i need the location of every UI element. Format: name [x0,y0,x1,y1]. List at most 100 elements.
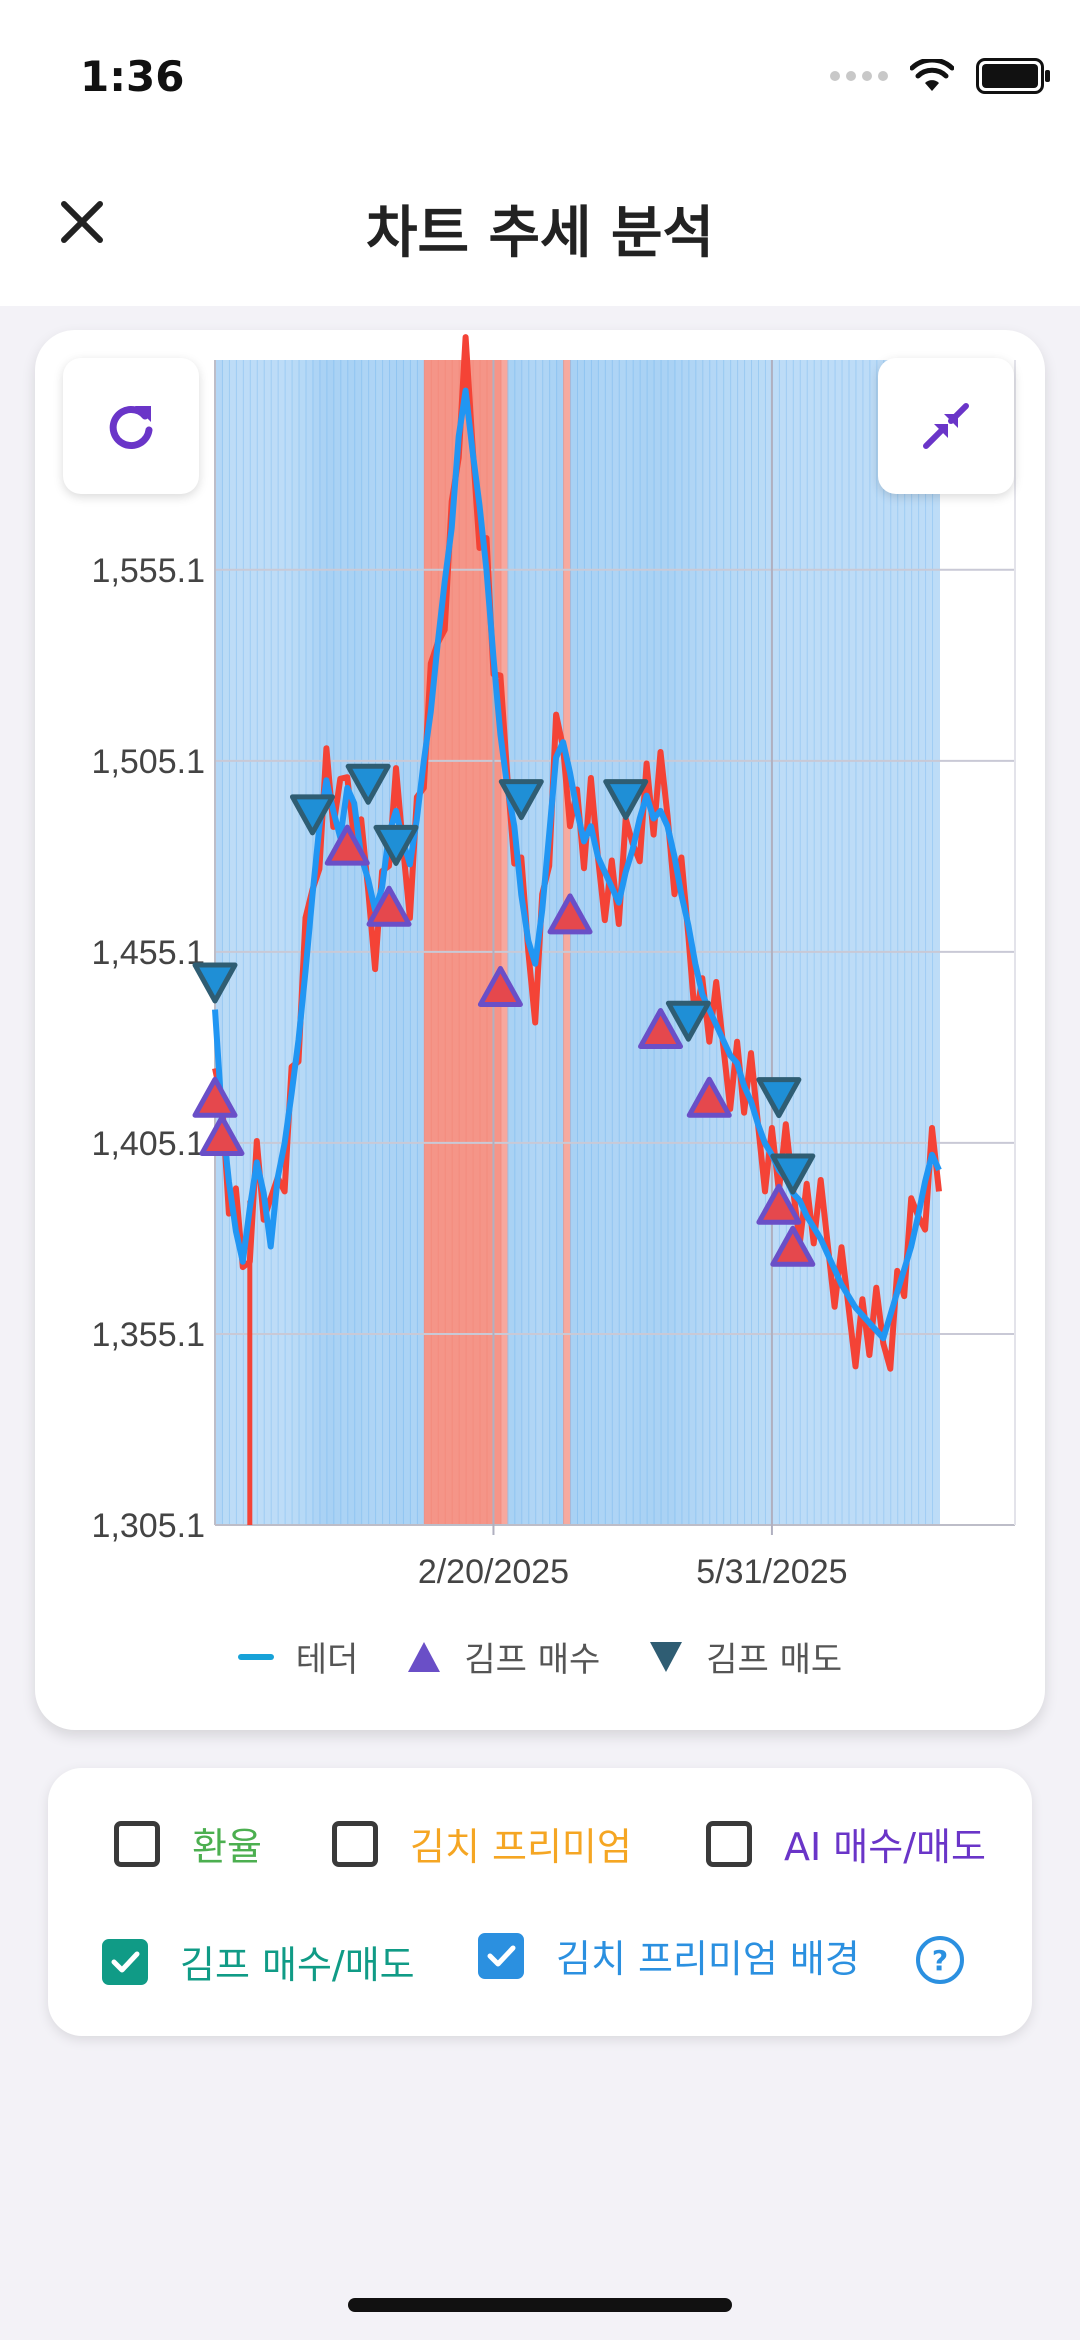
sell-marker [603,779,649,821]
background-band [270,360,279,1525]
option-ai-trade[interactable]: AI 매수/매도 [706,1816,986,1871]
background-band [751,360,759,1525]
option-kimchi-bg[interactable]: 김치 프리미엄 배경 [478,1928,860,1983]
signal-icon [830,71,888,81]
kimchi-bg-label: 김치 프리미엄 배경 [556,1937,860,1981]
background-band [618,360,627,1525]
background-band [235,360,244,1525]
close-icon[interactable] [50,190,114,254]
background-band [709,360,718,1525]
wifi-icon [910,59,954,91]
background-band [451,360,460,1525]
background-band [695,360,704,1525]
background-band [333,360,342,1525]
options-card: 환율 김치 프리미엄 AI 매수/매도 김프 매수/매도 김치 프리미엄 배경 … [48,1768,1032,2036]
buy-marker [686,1076,732,1118]
background-band [737,360,746,1525]
background-band [326,360,335,1525]
collapse-icon [923,403,969,449]
exchange-rate-checkbox[interactable] [114,1820,160,1867]
chart-card: 1,305.1 1,355.1 1,405.1 1,455.1 1,505.1 1,555… [35,330,1045,1730]
background-band [423,360,432,1525]
background-band [507,360,516,1525]
background-band [876,360,885,1525]
background-band [869,360,878,1525]
background-band [514,360,523,1525]
background-band [472,360,481,1525]
background-band [500,360,509,1525]
kimchi-premium-checkbox[interactable] [332,1820,378,1867]
buy-marker [638,1007,684,1049]
option-gimp-trade[interactable]: 김프 매수/매도 [102,1934,415,1989]
background-band [437,360,446,1525]
background-band [340,360,349,1525]
background-band [883,360,892,1525]
background-band [430,360,439,1525]
background-band [563,360,572,1525]
background-band [653,360,662,1525]
background-band [723,360,732,1525]
background-band [444,360,453,1525]
background-band [416,360,425,1525]
chart-legend: 테더 김프 매수 김프 매도 [35,1632,1045,1681]
status-icons [830,58,1050,94]
collapse-button[interactable] [878,358,1014,494]
option-exchange-rate[interactable]: 환율 [114,1816,262,1871]
background-band [611,360,620,1525]
refresh-icon [109,406,153,449]
background-band [465,360,474,1525]
buy-marker [199,1114,245,1156]
background-band [820,360,829,1525]
y-tick-label: 1,555.1 [92,552,205,590]
background-band [242,360,251,1525]
background-band [354,360,363,1525]
background-band [848,360,857,1525]
background-band [862,360,871,1525]
home-indicator [348,2298,732,2312]
status-bar: 1:36 [0,0,1080,150]
background-band [855,360,864,1525]
option-kimchi-premium[interactable]: 김치 프리미엄 [332,1816,632,1871]
battery-icon [976,58,1050,94]
kimchi-premium-label: 김치 프리미엄 [410,1825,632,1869]
background-band [890,360,899,1525]
legend-gimp-buy: 김프 매수 [406,1632,600,1681]
line-icon [237,1653,274,1660]
refresh-button[interactable] [63,358,199,494]
background-band [799,360,808,1525]
background-band [813,360,822,1525]
background-band [361,360,370,1525]
background-band [792,360,801,1525]
buy-marker [547,893,593,935]
buy-marker [756,1183,802,1225]
sell-marker [770,1153,816,1195]
background-band [806,360,815,1525]
background-band [263,360,272,1525]
x-tick-label: 2/20/2025 [418,1553,569,1591]
background-band [556,360,565,1525]
sell-marker [498,779,544,821]
background-band [841,360,850,1525]
background-band [493,360,502,1525]
gimp-trade-checkbox[interactable] [102,1938,148,1985]
background-band [667,360,676,1525]
background-band [702,360,711,1525]
buy-marker [192,1076,238,1118]
buy-marker [366,885,412,927]
kimchi-bg-checkbox[interactable] [478,1932,524,1979]
help-icon[interactable]: ? [914,1934,966,1986]
ai-trade-checkbox[interactable] [706,1820,752,1867]
background-band [291,360,300,1525]
background-band [583,360,592,1525]
gimp-trade-label: 김프 매수/매도 [180,1943,415,1987]
background-band [778,360,787,1525]
legend-tether: 테더 [237,1632,358,1681]
background-band [834,360,843,1525]
background-band [215,360,223,1525]
y-tick-label: 1,455.1 [92,934,205,972]
background-band [646,360,655,1525]
background-band [925,360,934,1525]
exchange-rate-label: 환율 [192,1825,262,1869]
background-band [389,360,397,1525]
background-band [897,360,906,1525]
